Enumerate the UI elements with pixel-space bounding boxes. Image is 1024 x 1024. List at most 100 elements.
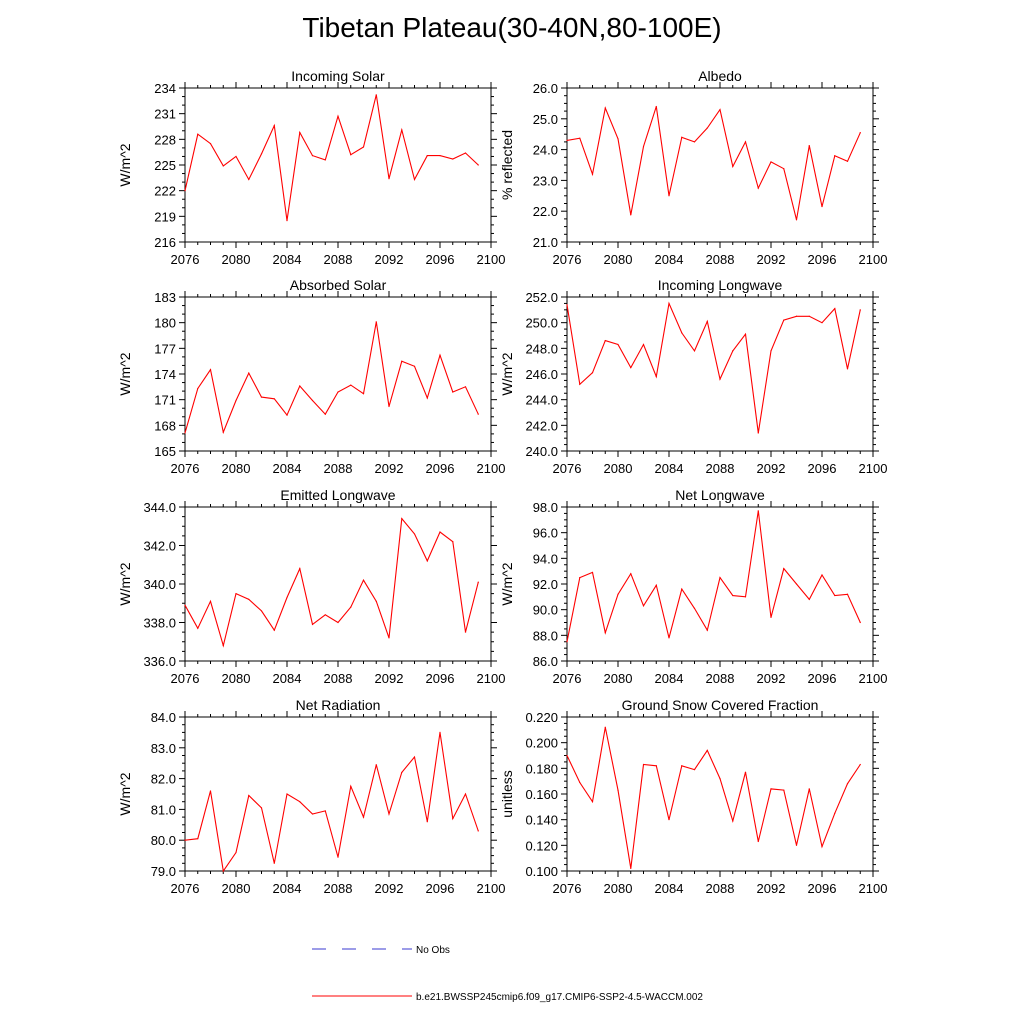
y-tick-label: 92.0 <box>533 577 558 592</box>
y-tick-label: 183 <box>154 290 176 305</box>
data-point <box>362 816 365 818</box>
data-point <box>452 818 454 820</box>
data-point <box>630 573 632 575</box>
data-point <box>337 391 339 393</box>
data-point <box>859 763 861 766</box>
data-point <box>859 132 861 134</box>
data-point <box>604 632 606 634</box>
data-point <box>222 870 224 872</box>
data-point <box>732 820 734 822</box>
y-tick-label: 0.200 <box>525 736 558 751</box>
data-point <box>260 396 263 398</box>
x-tick-label: 2100 <box>859 881 888 896</box>
data-point <box>477 830 479 832</box>
x-tick-label: 2076 <box>553 461 582 476</box>
data-point <box>846 593 849 595</box>
data-point <box>630 867 632 870</box>
series-line <box>184 321 479 435</box>
y-tick-label: 248.0 <box>525 341 558 356</box>
data-point <box>362 393 365 395</box>
data-point <box>197 387 199 390</box>
data-point <box>770 350 772 352</box>
data-point <box>706 127 708 129</box>
data-point <box>744 771 747 773</box>
data-point <box>413 178 416 181</box>
data-point <box>681 765 683 767</box>
x-tick-label: 2084 <box>655 671 684 686</box>
data-point <box>222 645 224 647</box>
data-point <box>770 161 772 163</box>
data-point <box>401 771 403 774</box>
data-point <box>464 793 467 795</box>
x-tick-label: 2088 <box>324 461 353 476</box>
data-point <box>452 391 454 393</box>
data-point <box>719 378 721 380</box>
data-point <box>770 616 772 618</box>
plot-frame <box>566 296 874 452</box>
x-tick-label: 2100 <box>477 881 506 896</box>
data-point <box>477 413 479 415</box>
data-point <box>248 598 250 601</box>
data-point <box>579 576 581 579</box>
x-tick-label: 2080 <box>604 461 633 476</box>
data-point <box>209 143 212 145</box>
data-point <box>311 813 314 815</box>
data-point <box>439 531 441 533</box>
data-point <box>834 307 836 310</box>
data-point <box>452 541 454 543</box>
y-tick-label: 94.0 <box>533 551 558 566</box>
data-point <box>413 533 416 535</box>
series-line <box>184 732 479 873</box>
data-point <box>464 631 467 633</box>
y-tick-label: 228 <box>154 132 176 147</box>
data-point <box>375 600 377 602</box>
data-point <box>337 115 339 117</box>
data-point <box>655 765 657 767</box>
data-point <box>693 350 696 352</box>
data-point <box>566 754 568 757</box>
data-point <box>426 154 428 157</box>
data-point <box>439 354 441 356</box>
y-tick-label: 21.0 <box>533 235 558 250</box>
data-point <box>222 165 224 167</box>
data-point <box>821 574 823 576</box>
y-tick-label: 336.0 <box>143 654 176 669</box>
y-tick-label: 0.160 <box>525 787 558 802</box>
data-point <box>604 107 606 109</box>
data-point <box>681 136 683 138</box>
data-point <box>209 790 212 792</box>
data-point <box>286 414 288 416</box>
data-point <box>642 763 645 766</box>
data-point <box>248 178 250 181</box>
panel-3: Absorbed Solar W/m^2 2076 2080 2084 2088 2092 2… <box>117 277 505 476</box>
panel-title: Absorbed Solar <box>290 277 387 293</box>
y-axis-label: W/m^2 <box>499 562 515 605</box>
data-point <box>808 788 810 790</box>
data-point <box>732 350 734 352</box>
x-tick-label: 2100 <box>859 252 888 267</box>
x-tick-label: 2076 <box>171 671 200 686</box>
data-point <box>706 629 708 631</box>
x-tick-label: 2100 <box>859 461 888 476</box>
data-point <box>566 304 568 306</box>
x-tick-label: 2092 <box>757 671 786 686</box>
data-point <box>235 851 237 854</box>
data-point <box>566 139 568 141</box>
y-tick-label: 83.0 <box>151 741 176 756</box>
figure-title: Tibetan Plateau(30-40N,80-100E) <box>302 12 722 43</box>
x-tick-label: 2092 <box>375 671 404 686</box>
data-point <box>235 593 237 595</box>
y-tick-label: 81.0 <box>151 802 176 817</box>
x-tick-label: 2084 <box>655 252 684 267</box>
panel-title: Net Longwave <box>675 487 765 503</box>
data-point <box>834 155 836 157</box>
x-tick-label: 2084 <box>273 252 302 267</box>
data-point <box>197 838 199 840</box>
data-point <box>783 568 785 570</box>
x-tick-label: 2076 <box>553 671 582 686</box>
data-point <box>821 205 823 208</box>
data-point <box>795 219 798 221</box>
x-tick-label: 2088 <box>706 252 735 267</box>
x-tick-label: 2080 <box>222 881 251 896</box>
